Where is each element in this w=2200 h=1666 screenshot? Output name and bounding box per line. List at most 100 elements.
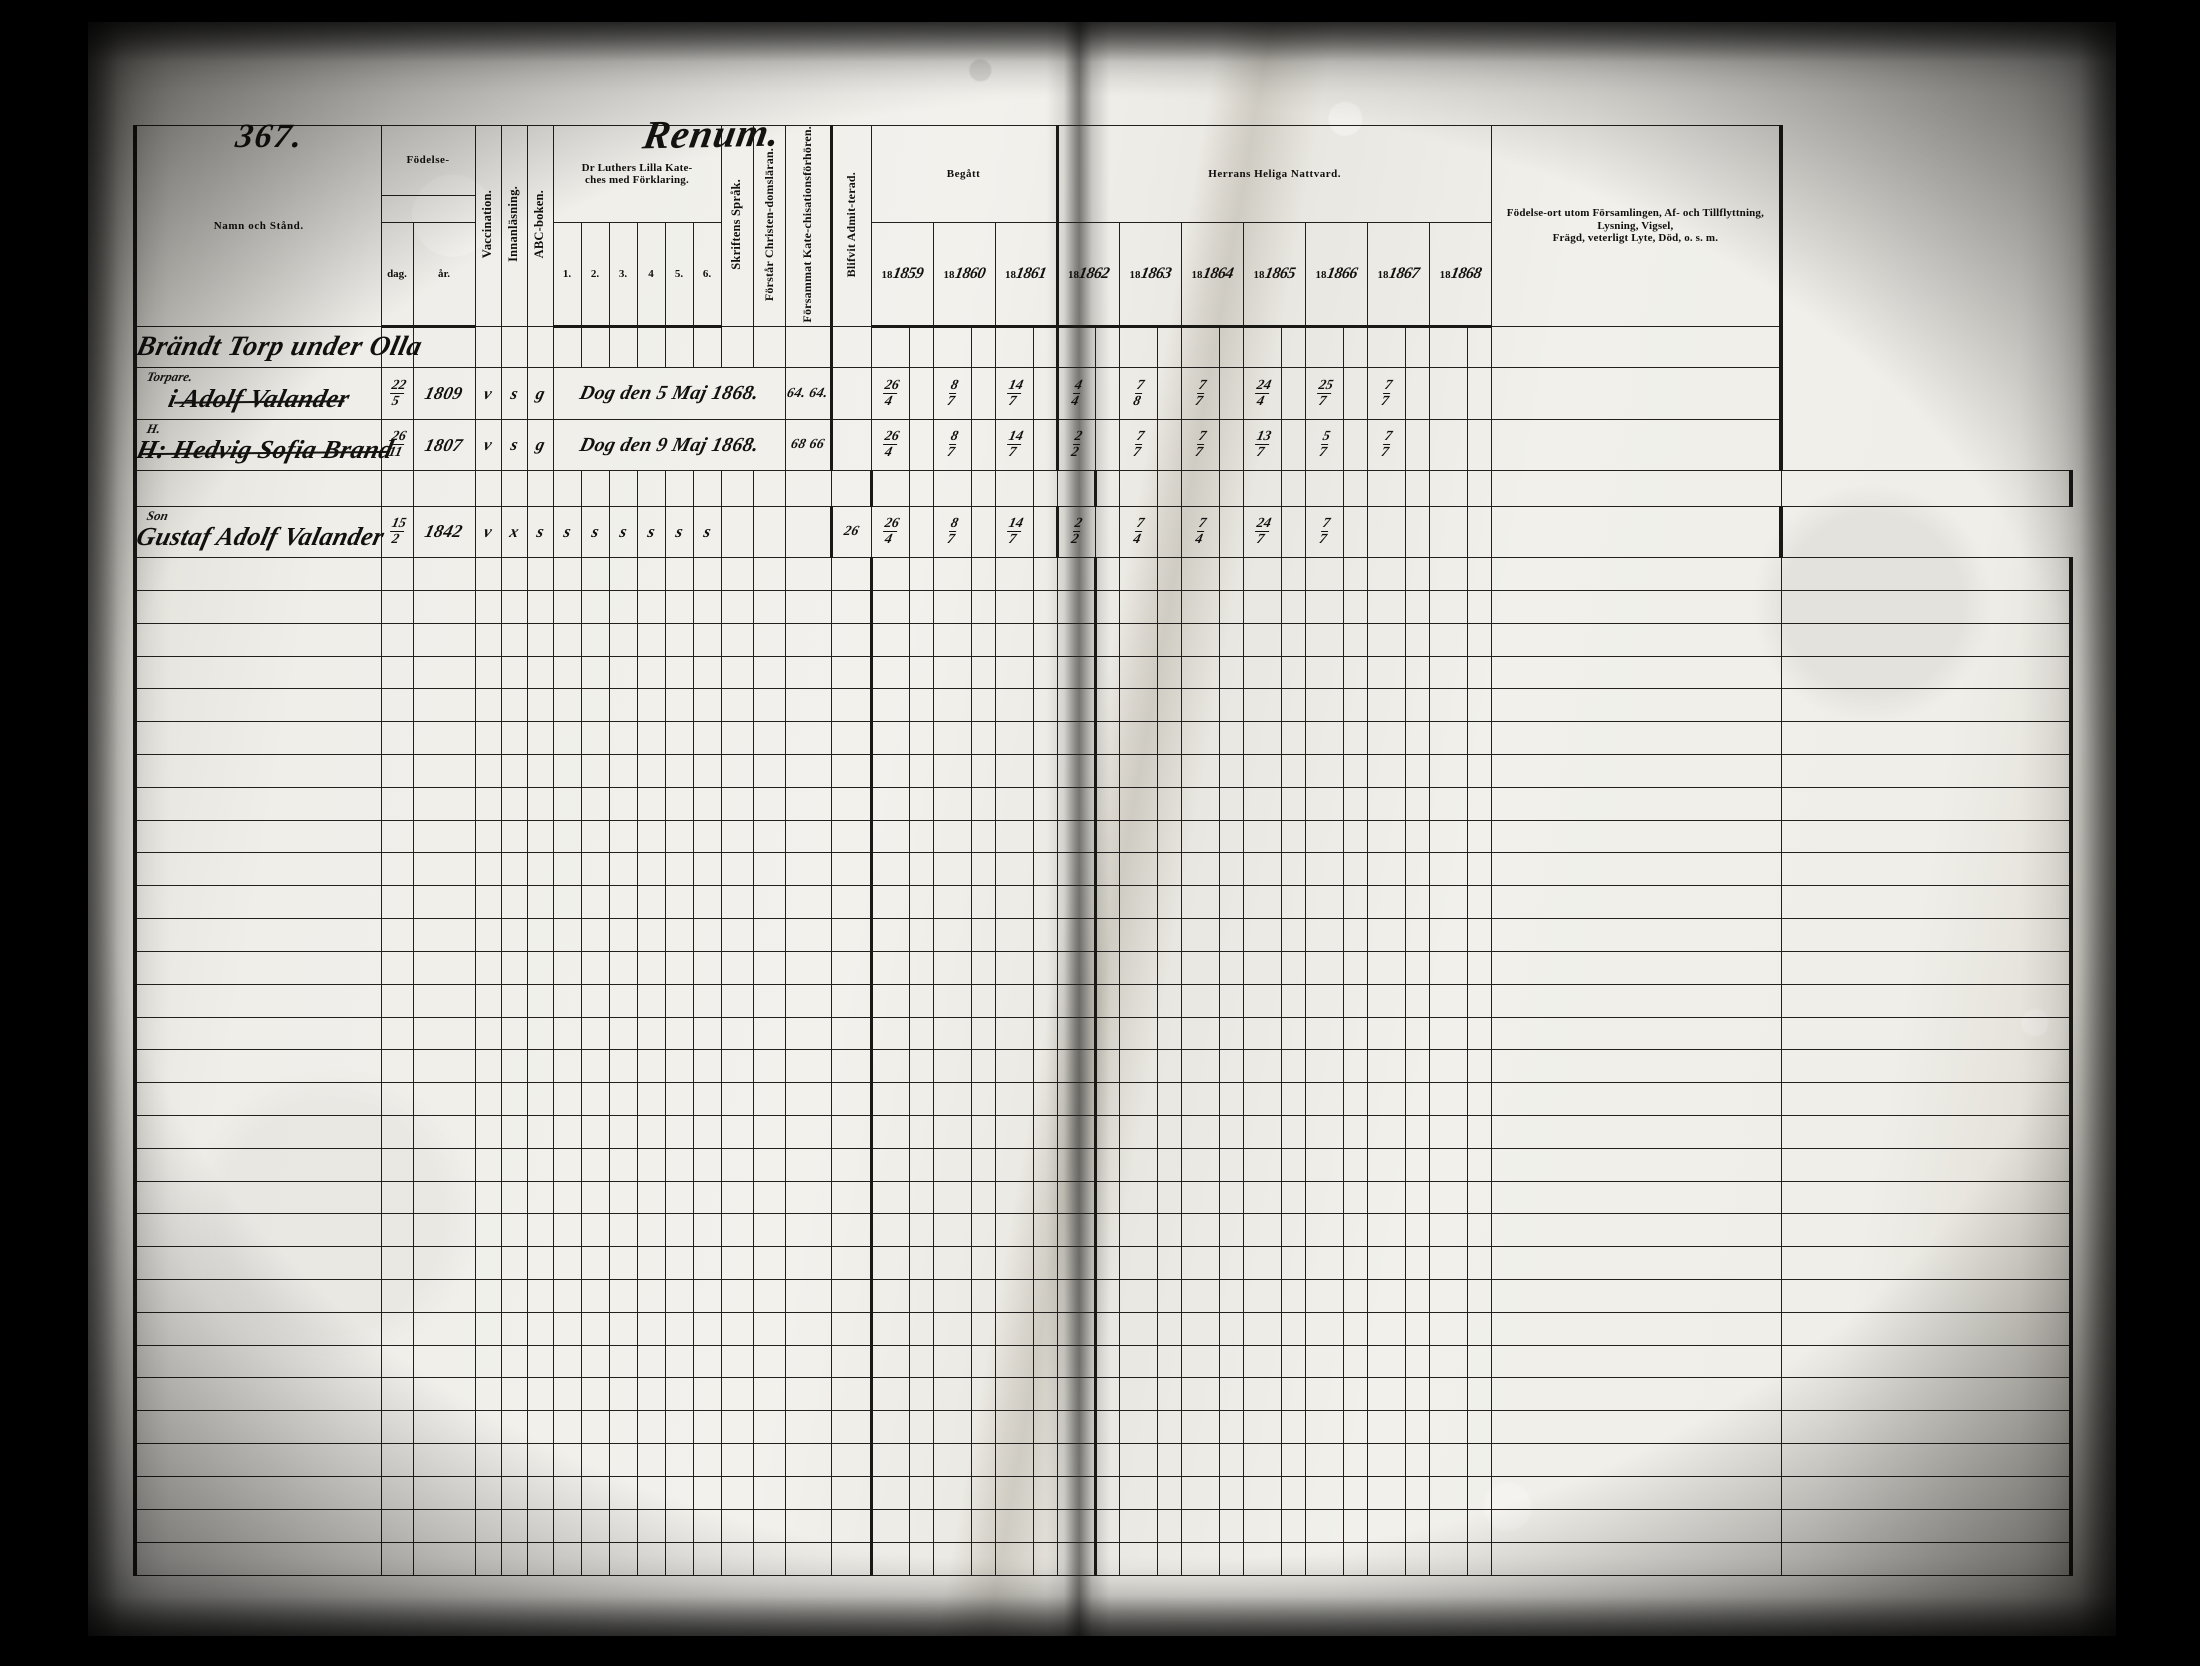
blank-name-cell[interactable] <box>133 1016 382 1051</box>
communion-date-cell[interactable] <box>1218 950 1244 985</box>
communion-date-cell[interactable] <box>970 950 996 985</box>
blank-cell[interactable] <box>474 1049 502 1084</box>
catechism-cell[interactable] <box>552 325 582 369</box>
blank-cell[interactable] <box>474 819 502 854</box>
communion-mark-cell[interactable] <box>932 1049 972 1084</box>
communion-mark-cell[interactable] <box>1428 1213 1468 1248</box>
blank-name-cell[interactable] <box>133 1443 382 1477</box>
blank-cell[interactable] <box>692 1049 722 1084</box>
blank-cell[interactable] <box>830 1410 872 1445</box>
blank-cell[interactable] <box>500 622 528 657</box>
blank-cell[interactable] <box>552 589 582 624</box>
blank-cell[interactable] <box>692 1279 722 1313</box>
communion-date-cell[interactable] <box>1032 589 1058 624</box>
communion-date-cell[interactable] <box>1093 622 1120 657</box>
blank-cell[interactable] <box>474 1475 502 1510</box>
begatt-1859-mark[interactable] <box>908 418 934 472</box>
communion-date-cell[interactable] <box>1218 622 1244 657</box>
blank-notes-cell[interactable] <box>1780 754 2073 788</box>
communion-mark-cell[interactable] <box>1428 589 1468 624</box>
blank-cell[interactable] <box>412 589 476 624</box>
blank-name-cell[interactable] <box>133 1541 382 1576</box>
blank-cell[interactable] <box>474 1377 502 1412</box>
communion-date-cell[interactable] <box>908 1443 934 1477</box>
birth-day-cell[interactable]: 22 5 <box>380 367 414 420</box>
blank-cell[interactable] <box>720 655 754 690</box>
communion-date-cell[interactable] <box>1466 983 1492 1018</box>
blank-cell[interactable] <box>692 1541 722 1576</box>
communion-mark-cell[interactable] <box>1180 1443 1220 1477</box>
communion-mark-cell[interactable] <box>1366 1147 1406 1182</box>
blank-cell[interactable] <box>380 918 414 952</box>
communion-mark-cell[interactable] <box>1490 1475 1782 1510</box>
communion-date-cell[interactable] <box>1093 1508 1120 1543</box>
communion-date-cell[interactable] <box>1032 918 1058 952</box>
communion-date-cell[interactable] <box>1280 1279 1306 1313</box>
communion-mark-cell[interactable] <box>1118 1082 1158 1116</box>
blank-notes-cell[interactable] <box>1780 1377 2073 1412</box>
blank-cell[interactable] <box>552 1180 582 1215</box>
blank-cell[interactable] <box>784 1016 832 1051</box>
blank-name-cell[interactable] <box>133 1344 382 1379</box>
communion-mark-cell[interactable] <box>1180 721 1220 755</box>
blank-cell[interactable] <box>784 786 832 821</box>
forstar-cell[interactable] <box>752 505 786 559</box>
blank-notes-cell[interactable] <box>1780 1311 2073 1346</box>
communion-date-cell[interactable] <box>1404 819 1430 854</box>
blank-cell[interactable] <box>580 819 610 854</box>
communion-date-cell[interactable] <box>1404 918 1430 952</box>
blank-notes-cell[interactable] <box>1780 557 2073 591</box>
blank-cell[interactable] <box>664 655 694 690</box>
communion-mark-cell[interactable] <box>1180 1049 1220 1084</box>
communion-date-cell[interactable] <box>1466 1049 1492 1084</box>
blank-cell[interactable] <box>526 721 554 755</box>
communion-mark-cell[interactable] <box>1180 983 1220 1018</box>
communion-date-cell[interactable] <box>908 622 934 657</box>
communion-mark-cell[interactable] <box>1118 589 1158 624</box>
communion-mark-cell[interactable] <box>1428 1443 1468 1477</box>
communion-mark-cell[interactable] <box>1366 1114 1406 1149</box>
blank-name-cell[interactable] <box>133 950 382 985</box>
communion-date-cell[interactable] <box>1466 557 1492 591</box>
blank-cell[interactable] <box>412 885 476 920</box>
begatt-1859-date[interactable]: 26 4 <box>870 367 910 420</box>
communion-date-cell[interactable] <box>1404 1180 1430 1215</box>
blank-cell[interactable] <box>380 622 414 657</box>
blank-notes-cell[interactable] <box>1780 1082 2073 1116</box>
nattvard-1865-date[interactable]: 13 7 <box>1242 418 1282 472</box>
communion-mark-cell[interactable] <box>1428 721 1468 755</box>
blank-cell[interactable] <box>692 1410 722 1445</box>
catechism-note-cell[interactable]: Dog den 5 Maj 1868. <box>552 367 786 420</box>
blank-cell[interactable] <box>869 885 910 920</box>
communion-date-cell[interactable] <box>1218 1475 1244 1510</box>
blank-cell[interactable] <box>474 1016 502 1051</box>
blank-cell[interactable] <box>752 885 786 920</box>
blank-cell[interactable] <box>720 1541 754 1576</box>
blank-cell[interactable] <box>752 1475 786 1510</box>
blank-notes-cell[interactable] <box>1780 1049 2073 1084</box>
blank-cell[interactable] <box>608 1180 638 1215</box>
blank-cell[interactable] <box>636 1410 666 1445</box>
blank-cell[interactable] <box>412 1475 476 1510</box>
communion-date-cell[interactable] <box>1032 885 1058 920</box>
communion-date-cell[interactable] <box>908 1016 934 1051</box>
blank-cell[interactable] <box>526 1016 554 1051</box>
communion-date-cell[interactable] <box>908 589 934 624</box>
communion-date-cell[interactable] <box>1032 1541 1058 1576</box>
blank-cell[interactable] <box>526 1082 554 1116</box>
communion-date-cell[interactable] <box>1466 655 1492 690</box>
blank-cell[interactable] <box>526 1180 554 1215</box>
nattvard-1868-date[interactable] <box>1428 367 1468 420</box>
blank-cell[interactable] <box>720 1475 754 1510</box>
communion-date-cell[interactable] <box>970 470 996 507</box>
blank-cell[interactable] <box>784 1311 832 1346</box>
communion-mark-cell[interactable] <box>1118 950 1158 985</box>
blank-cell[interactable] <box>636 1279 666 1313</box>
communion-mark-cell[interactable] <box>1056 557 1096 591</box>
communion-date-cell[interactable] <box>1156 852 1182 887</box>
communion-date-cell[interactable] <box>1342 1475 1368 1510</box>
communion-date-cell[interactable] <box>1093 1147 1120 1182</box>
